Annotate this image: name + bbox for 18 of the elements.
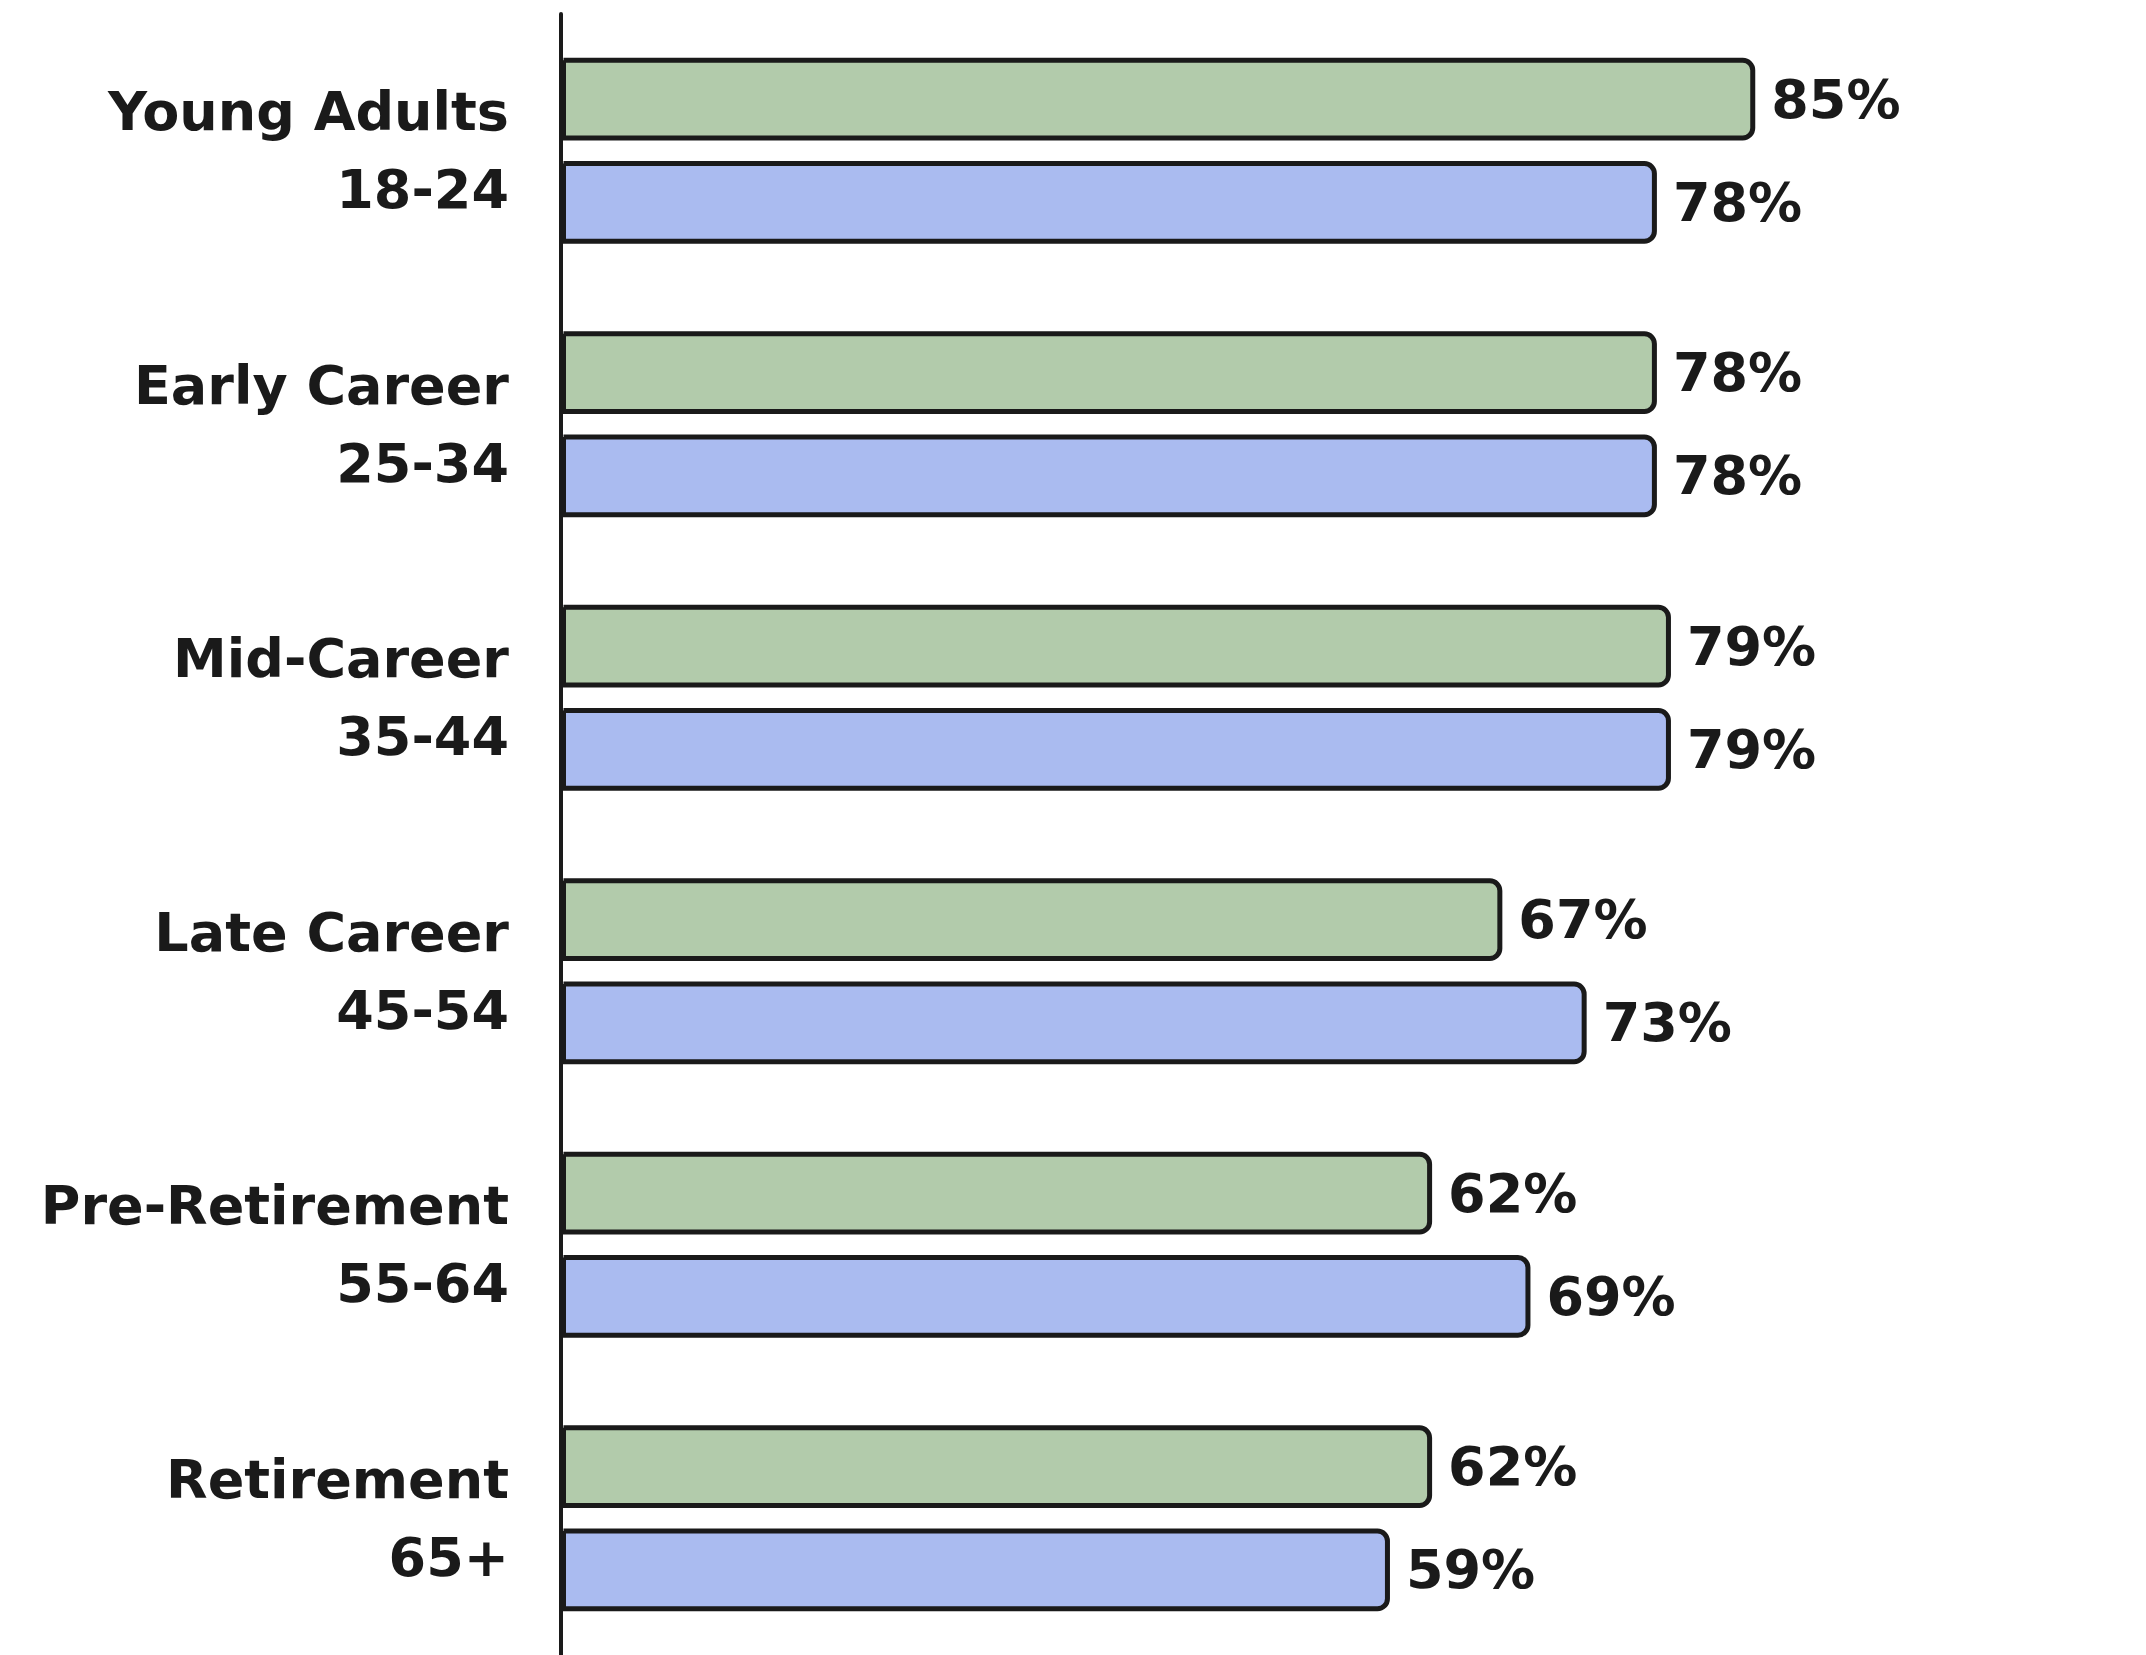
data-label: 69% xyxy=(1546,1264,1676,1328)
y-tick-label: Pre-Retirement 55-64 xyxy=(40,1174,509,1316)
data-label: 85% xyxy=(1771,67,1901,131)
data-label: 67% xyxy=(1518,888,1648,952)
y-tick-label: Young Adults 18-24 xyxy=(107,80,509,222)
data-label: 79% xyxy=(1686,717,1817,781)
data-label: 62% xyxy=(1448,1435,1578,1499)
data-label: 78% xyxy=(1672,444,1803,508)
y-tick-label: Late Career 45-54 xyxy=(154,900,510,1042)
data-label: 59% xyxy=(1405,1538,1536,1602)
data-label: 79% xyxy=(1686,614,1817,678)
data-label: 78% xyxy=(1672,341,1803,405)
y-tick-label: Early Career 25-34 xyxy=(133,353,510,495)
data-label: 73% xyxy=(1602,991,1732,1055)
data-label: 78% xyxy=(1672,170,1803,234)
y-tick-label: Retirement 65+ xyxy=(166,1447,509,1589)
y-tick-label: Mid-Career 35-44 xyxy=(173,627,510,769)
data-label: 62% xyxy=(1448,1161,1578,1225)
